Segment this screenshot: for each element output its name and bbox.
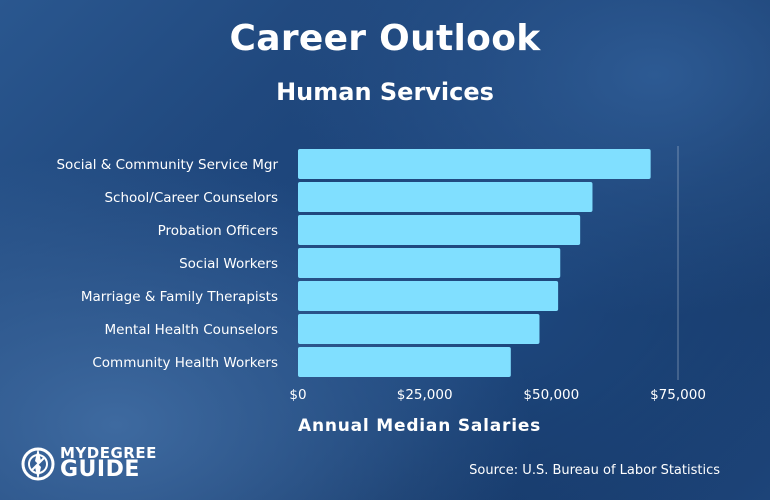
bar	[298, 215, 581, 245]
x-axis-label: Annual Median Salaries	[298, 416, 542, 436]
bar	[298, 281, 559, 311]
mydegreeguide-logo: MYDEGREE GUIDE	[18, 444, 156, 484]
bar	[298, 149, 651, 179]
chart-title: Career Outlook	[229, 18, 541, 59]
x-tick-label: $75,000	[650, 387, 706, 403]
x-tick-label: $50,000	[523, 387, 579, 403]
x-tick-label: $0	[289, 387, 306, 403]
bar	[298, 182, 593, 212]
category-label: Marriage & Family Therapists	[81, 289, 278, 305]
source-note: Source: U.S. Bureau of Labor Statistics	[469, 463, 720, 478]
x-tick-label: $25,000	[397, 387, 453, 403]
bar	[298, 248, 561, 278]
category-label: School/Career Counselors	[104, 190, 278, 206]
category-label: Probation Officers	[158, 223, 278, 239]
category-label: Social Workers	[179, 256, 278, 272]
category-label: Community Health Workers	[92, 355, 278, 371]
logo-text-bottom: GUIDE	[60, 457, 140, 482]
category-label: Social & Community Service Mgr	[56, 157, 278, 173]
logo-text-top: MYDEGREE	[60, 444, 157, 462]
category-label: Mental Health Counselors	[105, 322, 278, 338]
bar	[298, 347, 511, 377]
compass-icon	[21, 447, 55, 481]
chart-subtitle: Human Services	[276, 78, 494, 106]
bar	[298, 314, 540, 344]
